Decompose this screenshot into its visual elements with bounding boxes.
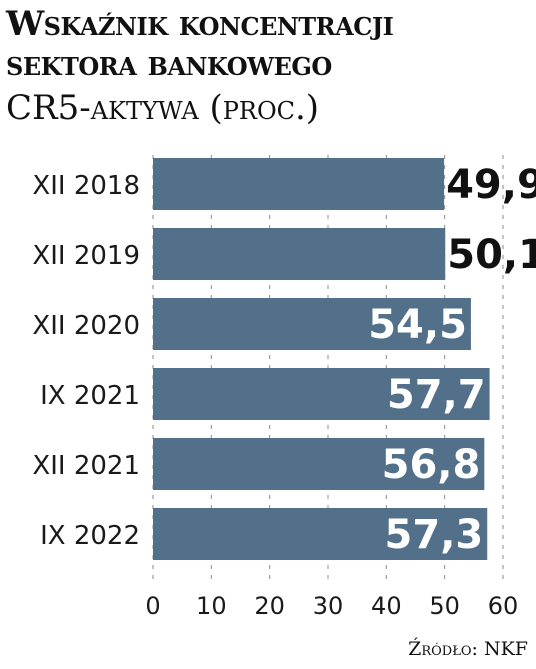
x-tick-label-3: 30 xyxy=(313,592,344,620)
chart-title-line-2: sektora bankowego xyxy=(6,44,332,84)
category-label-0: XII 2018 xyxy=(32,171,140,201)
bar-0 xyxy=(153,158,445,210)
value-label-2: 54,5 xyxy=(368,302,467,348)
category-label-5: IX 2022 xyxy=(40,521,140,551)
value-label-4: 56,8 xyxy=(382,442,481,488)
category-label-2: XII 2020 xyxy=(32,311,140,341)
x-tick-label-2: 20 xyxy=(254,592,285,620)
source-note: Źródło: NKF xyxy=(408,638,528,660)
value-label-0: 49,9 xyxy=(446,162,536,208)
x-tick-label-5: 50 xyxy=(429,592,460,620)
x-tick-label-1: 10 xyxy=(196,592,227,620)
bar-1 xyxy=(153,228,446,280)
bar-5 xyxy=(153,508,488,560)
bar-4 xyxy=(153,438,485,490)
category-label-4: XII 2021 xyxy=(32,451,140,481)
value-label-3: 57,7 xyxy=(387,372,486,418)
value-label-5: 57,3 xyxy=(385,512,484,558)
chart-subtitle: CR5-aktywa (proc.) xyxy=(6,88,320,128)
x-tick-label-0: 0 xyxy=(145,592,160,620)
value-label-1: 50,1 xyxy=(447,232,536,278)
bar-3 xyxy=(153,368,490,420)
bar-2 xyxy=(153,298,471,350)
chart-title: Wskaźnik koncentracji sektora bankowego xyxy=(6,4,394,84)
category-label-3: IX 2021 xyxy=(40,381,140,411)
chart-title-line-1: Wskaźnik koncentracji xyxy=(6,4,394,44)
category-label-1: XII 2019 xyxy=(32,241,140,271)
x-tick-label-6: 60 xyxy=(488,592,519,620)
x-tick-label-4: 40 xyxy=(371,592,402,620)
